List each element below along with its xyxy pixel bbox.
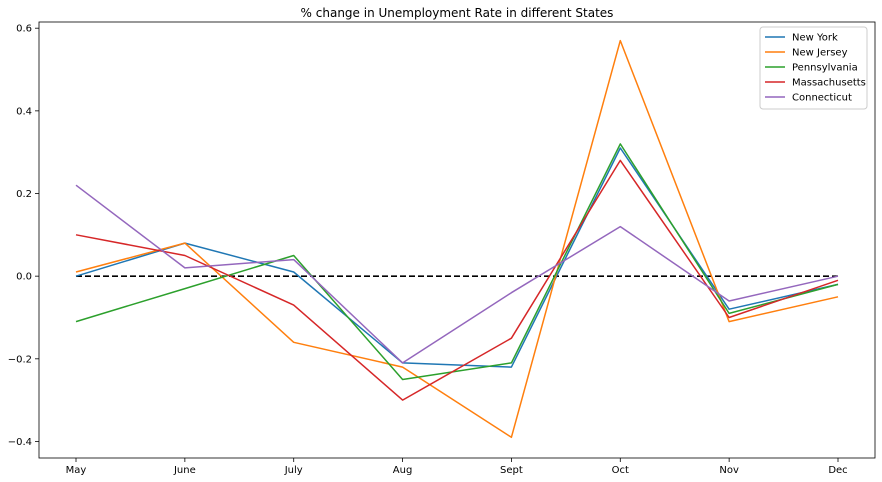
y-tick-label: 0.2 — [16, 189, 32, 200]
legend-label: Pennsylvania — [792, 63, 858, 74]
legend-label: Massachusetts — [792, 78, 866, 89]
series-layer — [75, 39, 839, 439]
x-tick-label: July — [284, 465, 303, 476]
y-axis: −0.4 −0.2 0.0 0.2 0.4 0.6 — [8, 24, 39, 448]
legend: New York New Jersey Pennsylvania Massachuse… — [759, 26, 868, 110]
y-tick-label: −0.4 — [8, 437, 32, 448]
series-line-connecticut — [75, 184, 839, 364]
plot-area — [38, 21, 876, 459]
series-line-pennsylvania — [75, 143, 839, 381]
legend-label: Connecticut — [792, 93, 852, 104]
x-tick-label: Nov — [719, 465, 739, 476]
legend-label: New York — [792, 33, 838, 44]
y-tick-label: −0.2 — [8, 354, 32, 365]
y-tick-label: 0.6 — [16, 24, 32, 35]
legend-box — [759, 26, 868, 110]
series-line-massachusetts — [75, 159, 839, 401]
x-tick-label: June — [173, 465, 196, 476]
series-line-new-york — [75, 147, 839, 368]
x-tick-label: Aug — [393, 465, 413, 476]
x-tick-label: Dec — [828, 465, 847, 476]
x-tick-label: May — [66, 465, 87, 476]
legend-label: New Jersey — [792, 48, 848, 59]
chart-title: % change in Unemployment Rate in differe… — [301, 6, 614, 20]
series-line-new-jersey — [75, 39, 839, 439]
x-axis: May June July Aug Sept Oct Nov Dec — [66, 458, 848, 476]
x-tick-label: Oct — [612, 465, 629, 476]
x-tick-label: Sept — [500, 465, 523, 476]
y-tick-label: 0.4 — [16, 106, 32, 117]
y-tick-label: 0.0 — [16, 272, 32, 283]
